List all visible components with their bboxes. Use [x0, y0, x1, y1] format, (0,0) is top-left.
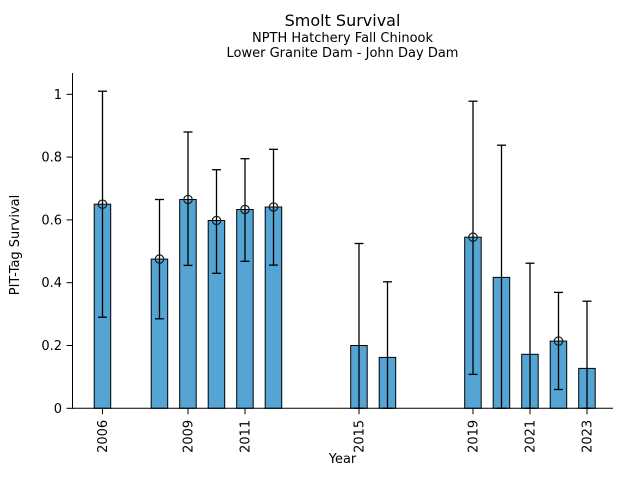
y-tick-label-0.8: 0.8 — [41, 151, 62, 166]
marker-2012 — [268, 202, 279, 212]
marker-2009 — [183, 194, 193, 205]
marker-2019 — [468, 232, 478, 242]
marker-2008 — [154, 254, 165, 264]
x-tick-label-2009: 2009 — [182, 420, 197, 453]
y-tick-label-1: 1 — [54, 88, 62, 103]
marker-2011 — [240, 204, 250, 215]
marker-2006 — [97, 199, 108, 209]
y-tick-label-0.6: 0.6 — [41, 213, 62, 228]
error-bars-group — [98, 90, 592, 409]
y-tick-label-0.4: 0.4 — [41, 276, 62, 291]
x-tick-label-2023: 2023 — [581, 420, 596, 453]
y-tick-label-0.2: 0.2 — [41, 339, 62, 354]
marker-2022 — [553, 336, 564, 346]
x-tick-label-2011: 2011 — [239, 420, 254, 453]
x-axis-label: Year — [328, 452, 357, 467]
marker-2010 — [211, 215, 222, 226]
x-tick-label-2019: 2019 — [467, 420, 482, 453]
chart-subtitle-line2: Lower Granite Dam - John Day Dam — [226, 46, 459, 61]
y-tick-label-0: 0 — [54, 402, 62, 417]
bars-group — [93, 199, 596, 409]
y-ticks-group: 0 0.2 0.4 0.6 0.8 1 — [41, 88, 73, 417]
x-tick-label-2015: 2015 — [353, 420, 368, 453]
x-tick-label-2021: 2021 — [524, 420, 539, 453]
chart-title: Smolt Survival — [284, 11, 401, 30]
markers-group — [97, 194, 564, 346]
chart-subtitle-line1: NPTH Hatchery Fall Chinook — [251, 31, 434, 46]
x-tick-label-2006: 2006 — [96, 420, 111, 453]
x-ticks-group: 2006 2009 2011 2015 2019 2021 2023 — [96, 408, 596, 453]
